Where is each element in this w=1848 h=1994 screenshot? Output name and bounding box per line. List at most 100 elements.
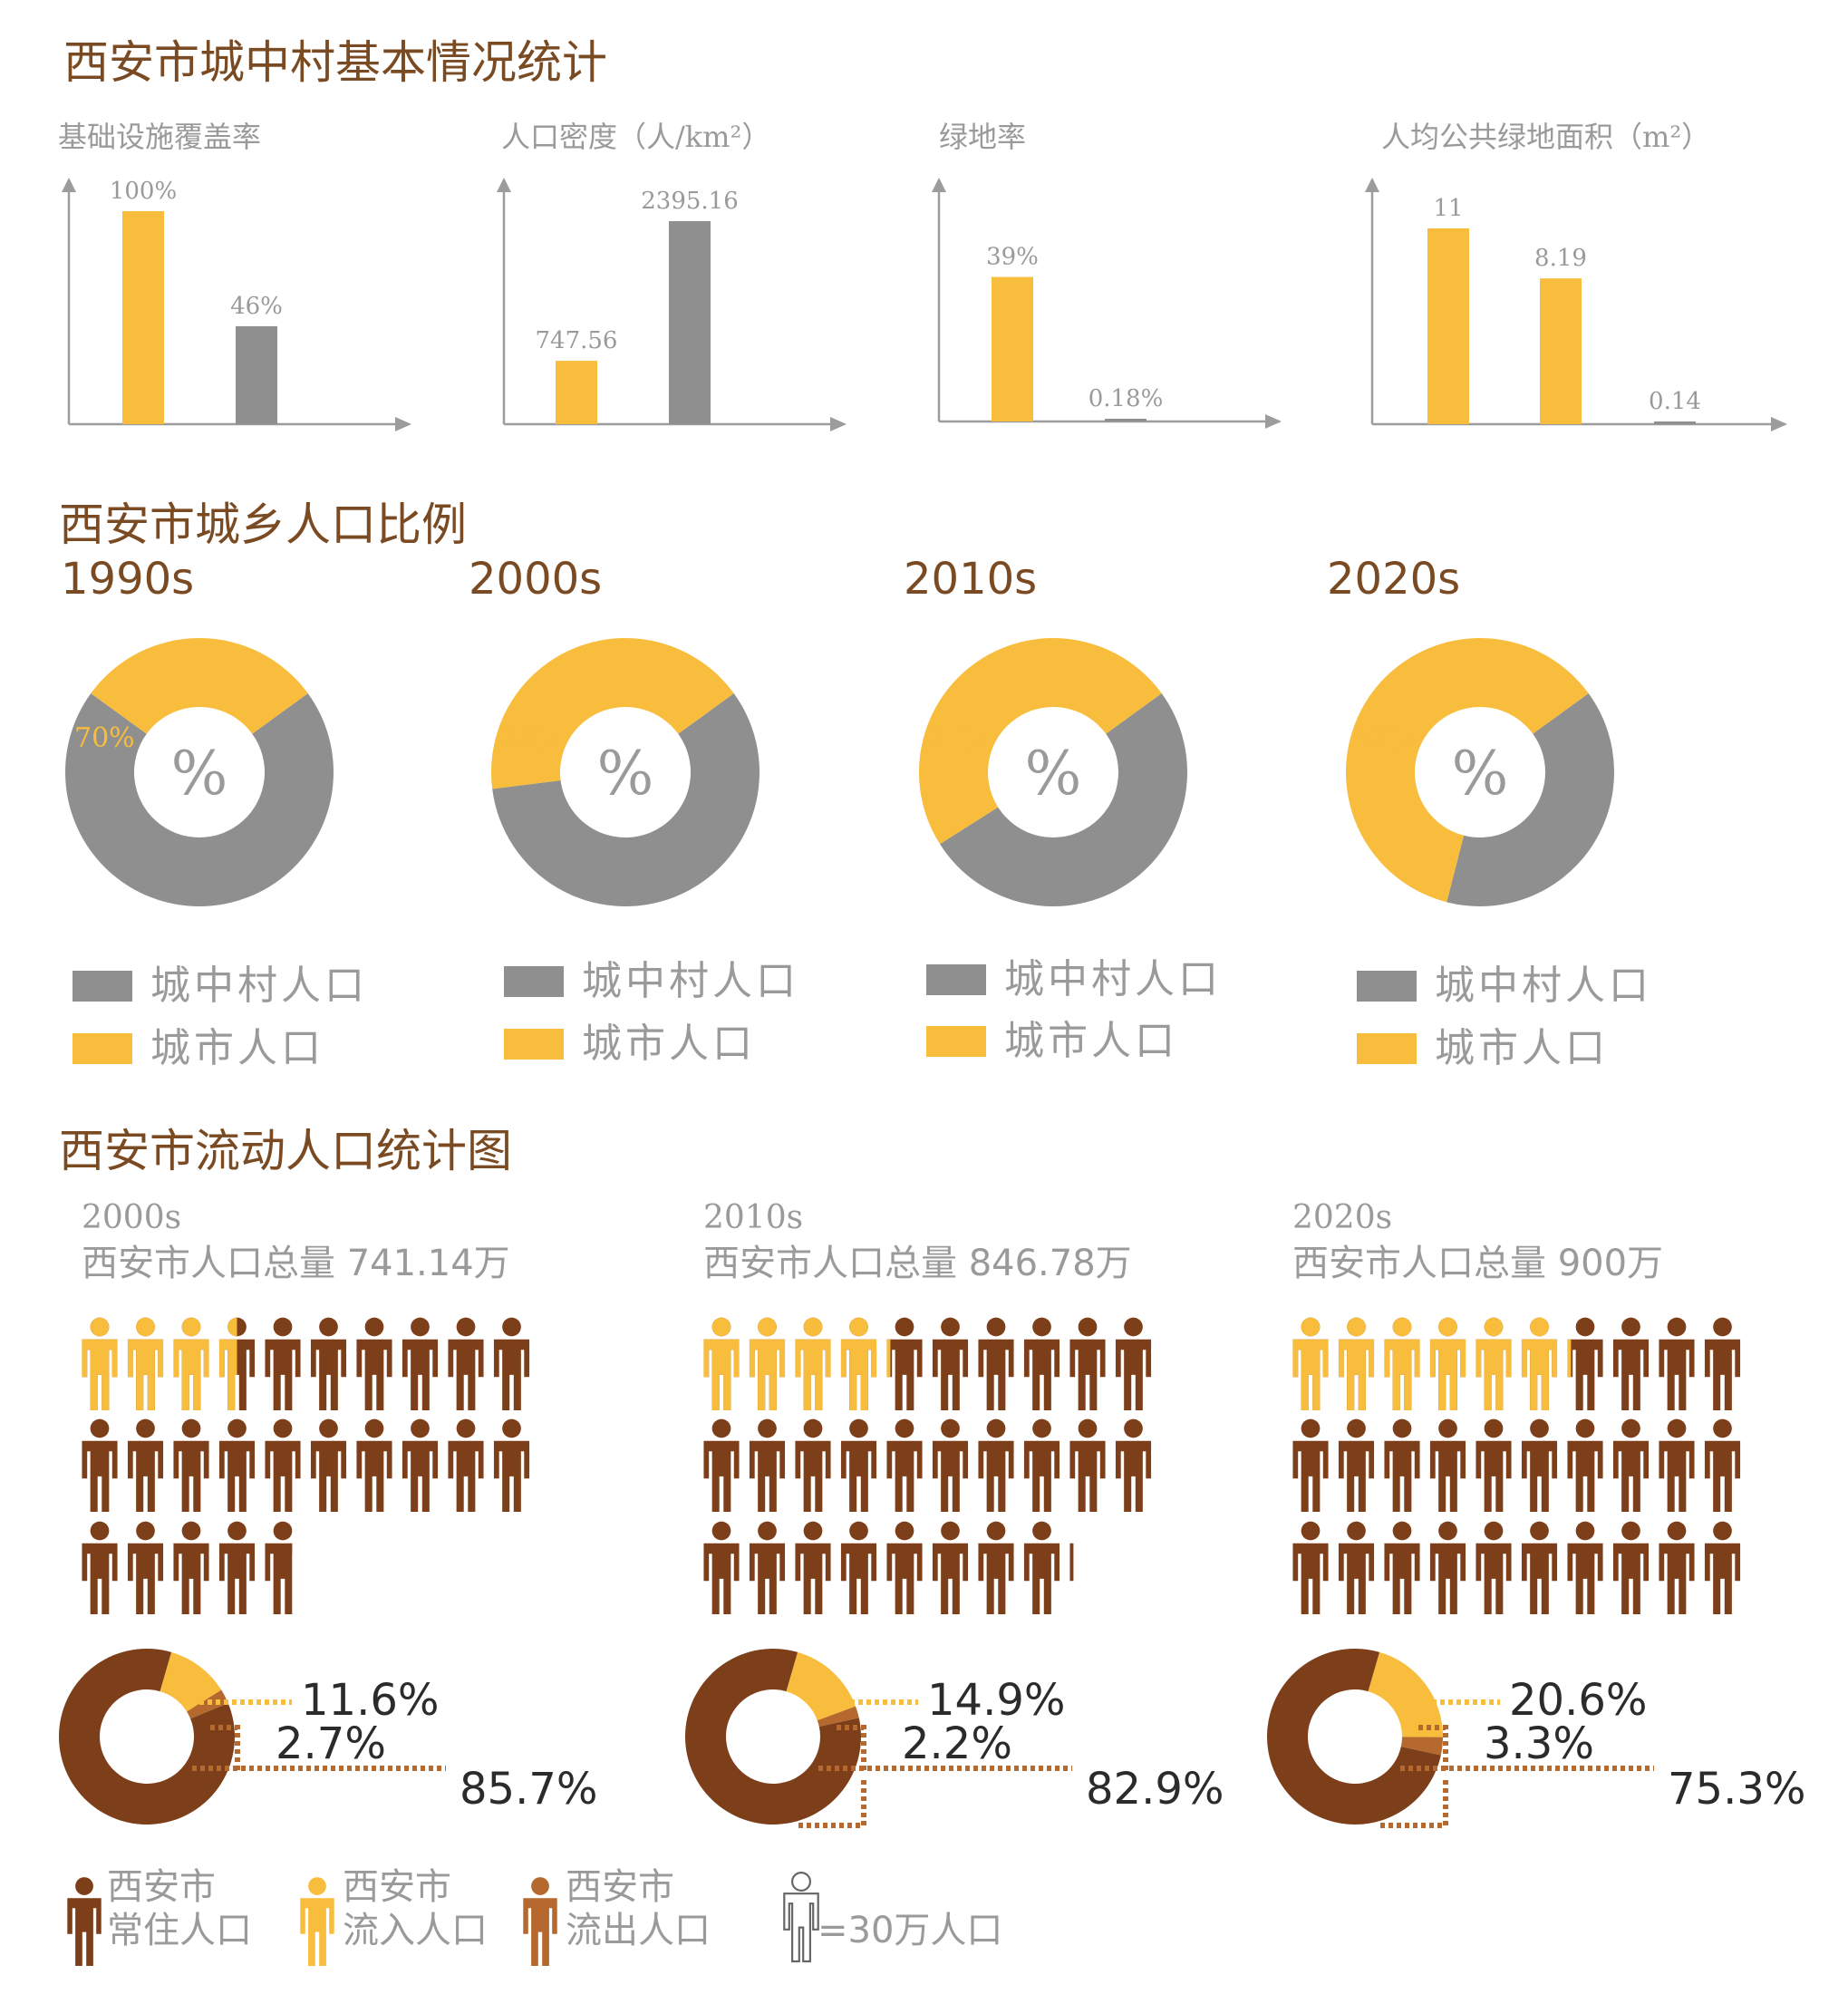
person-icon: [1567, 1418, 1603, 1512]
bar-chart-1: 基础设施覆盖率 100% 46%: [58, 120, 411, 431]
bar: [1105, 419, 1147, 421]
village-slice: [492, 693, 760, 907]
person-icon: [82, 1418, 118, 1512]
inflow-pct-label: 14.9%: [927, 1675, 1065, 1726]
y-axis-arrow-icon: [62, 178, 76, 192]
section3-title: 西安市流动人口统计图: [59, 1125, 512, 1177]
inflow-pct-label: 20.6%: [1509, 1675, 1647, 1726]
person-icon: [448, 1418, 484, 1512]
person-icon: [749, 1418, 786, 1512]
person-icon: [218, 1418, 256, 1512]
resident-slice: [684, 1649, 862, 1825]
person-icon-inflow-part: [1292, 1317, 1329, 1410]
urban-slice: [491, 638, 734, 789]
person-icon: [1475, 1521, 1512, 1614]
bar-value-label: 0.18%: [1088, 385, 1164, 412]
person-icon: [1704, 1521, 1741, 1614]
legend-label-village: 城中村人口: [1004, 956, 1222, 1002]
bar-value-label: 747.56: [536, 327, 618, 354]
legend-resident-line1: 西安市: [107, 1866, 216, 1908]
person-icon: [1429, 1418, 1466, 1512]
village-slice: [940, 693, 1188, 907]
person-icon: [932, 1317, 969, 1410]
legend-outflow-line1: 西安市: [566, 1866, 674, 1908]
legend-swatch-village: [1357, 971, 1417, 1002]
outflow-leader-line: [210, 1725, 240, 1773]
outflow-leader-line-2: [1380, 1777, 1448, 1828]
person-icon: [1475, 1317, 1512, 1410]
person-icon: [978, 1317, 1014, 1410]
person-icon: [1023, 1418, 1060, 1512]
legend-label-urban: 城市人口: [1004, 1018, 1178, 1064]
person-icon: [1567, 1521, 1603, 1614]
legend-swatch-urban: [926, 1026, 986, 1057]
village-pct-label: 58%: [500, 722, 561, 754]
person-icon: [173, 1521, 209, 1614]
resident-slice: [1267, 1649, 1441, 1825]
person-icon: [127, 1317, 164, 1410]
legend-swatch-village: [504, 966, 564, 997]
bar: [1427, 228, 1469, 424]
bar-value-label: 39%: [986, 244, 1039, 271]
person-icon: [127, 1418, 164, 1512]
section1-bar-charts: 基础设施覆盖率 100% 46% 人口密度（人/km²） 747.56 2395.16 绿地…: [58, 120, 1787, 431]
person-icon: [265, 1317, 301, 1410]
panel-year: 2010s: [703, 1199, 803, 1236]
person-icon: [310, 1317, 347, 1410]
center-percent-symbol: %: [597, 739, 654, 808]
village-pct-label: 51%: [928, 722, 989, 754]
bar-chart-title: 人均公共绿地面积（m²）: [1381, 120, 1710, 154]
person-icon: [448, 1317, 484, 1410]
person-icon: [1069, 1317, 1106, 1410]
person-icon: [1023, 1317, 1060, 1410]
person-icon: [402, 1418, 439, 1512]
section2-title: 西安市城乡人口比例: [59, 498, 467, 551]
y-axis-arrow-icon: [932, 178, 946, 192]
legend-label-village: 城中村人口: [582, 958, 799, 1004]
person-icon-inflow-part: [1338, 1317, 1375, 1410]
person-icon-inflow-part: [218, 1317, 237, 1410]
section2-donut-charts: 1990s70%%城中村人口城市人口2000s58%%城中村人口城市人口2010…: [61, 554, 1652, 1071]
person-icon: [703, 1317, 740, 1410]
person-icon-inflow-part: [1384, 1317, 1420, 1410]
bar: [556, 361, 597, 424]
person-icon: [886, 1317, 923, 1410]
bar: [1540, 278, 1582, 424]
center-percent-symbol: %: [1025, 739, 1082, 808]
person-icon: [1069, 1521, 1074, 1614]
outflow-slice: [817, 1706, 859, 1727]
bar-chart-2: 人口密度（人/km²） 747.56 2395.16: [497, 120, 847, 431]
outflow-leader-line: [1418, 1725, 1448, 1773]
bar-value-label: 11: [1433, 195, 1463, 222]
person-icon: [1521, 1418, 1558, 1512]
center-percent-symbol: %: [1452, 739, 1509, 808]
inflow-slice: [160, 1651, 222, 1712]
person-icon: [356, 1418, 392, 1512]
resident-pct-label: 75.3%: [1668, 1764, 1805, 1815]
person-icon: [749, 1521, 786, 1614]
person-icon: [703, 1521, 740, 1614]
village-slice: [1446, 693, 1615, 906]
person-icon: [1475, 1418, 1512, 1512]
person-icon: [218, 1521, 256, 1614]
resident-pct-label: 82.9%: [1086, 1764, 1224, 1815]
legend-inflow-line2: 流入人口: [343, 1910, 488, 1951]
legend-label-village: 城中村人口: [150, 963, 368, 1009]
person-icon: [795, 1317, 831, 1410]
panel-year: 2020s: [1292, 1199, 1392, 1236]
person-icon: [978, 1521, 1014, 1614]
village-pct-label: 70%: [74, 722, 135, 754]
bar: [236, 325, 277, 424]
legend-label-village: 城中村人口: [1435, 963, 1652, 1009]
bar-chart-3: 绿地率 39% 0.18%: [932, 120, 1282, 429]
person-icon-inflow-part: [840, 1317, 877, 1410]
person-icon: [1292, 1418, 1329, 1512]
person-icon-inflow-part: [703, 1317, 740, 1410]
bar-chart-title: 绿地率: [939, 120, 1026, 154]
person-icon: [127, 1521, 164, 1614]
person-icon: [402, 1317, 439, 1410]
person-icon-inflow-part: [173, 1317, 209, 1410]
x-axis-arrow-icon: [1265, 414, 1282, 429]
